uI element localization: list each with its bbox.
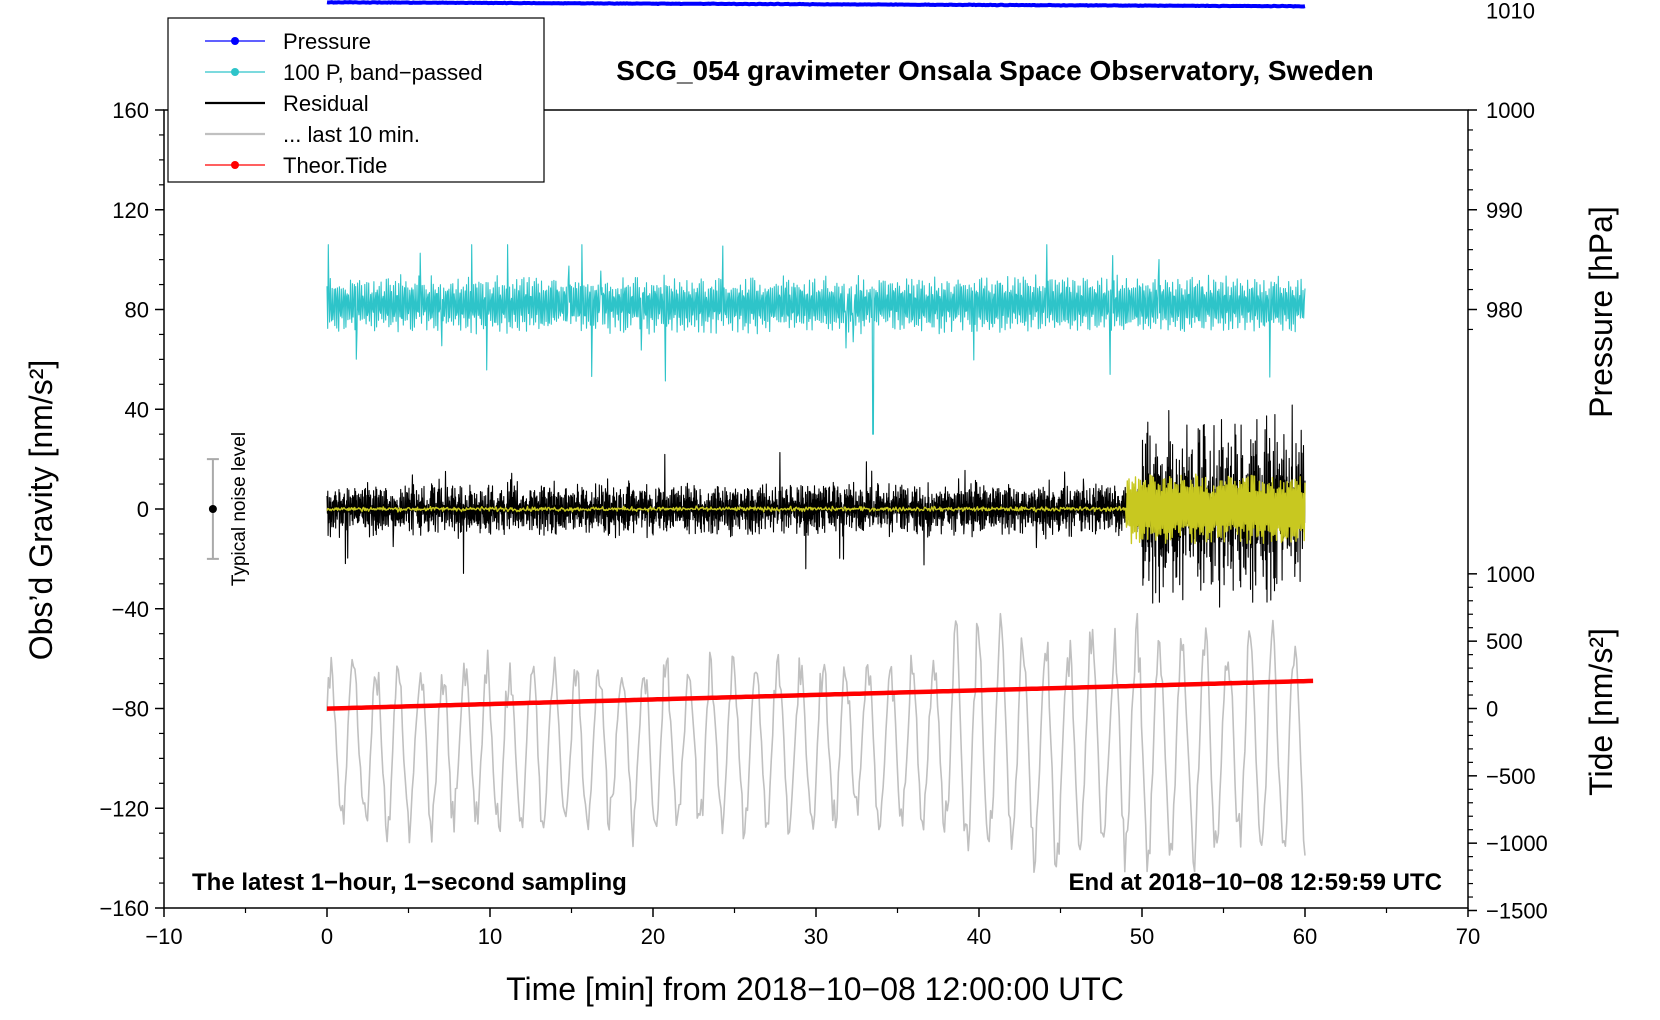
series-layer [326,0,1314,874]
x-tick-label: 70 [1456,924,1480,949]
y-tick-label: 40 [125,397,149,422]
tide-tick-label: 500 [1486,629,1523,654]
y-axis-tide: −1500 −1000 −500 0 500 1000 [1468,562,1548,923]
x-tick-label: 60 [1293,924,1317,949]
noise-bar: Typical noise level [206,432,250,586]
y-axis-gravity: −160 −120 −80 −40 0 40 80 120 160 [99,98,164,921]
end-time-note: End at 2018−10−08 12:59:59 UTC [1068,869,1442,896]
y-tick-label: −160 [99,896,149,921]
legend-marker [231,68,239,76]
y-axis-title-gravity: Obs’d Gravity [nm/s²] [23,360,59,661]
x-tick-label: 20 [641,924,665,949]
tide-tick-label: −1500 [1486,898,1548,923]
x-axis: −10 0 10 20 30 40 50 60 70 [145,908,1480,949]
legend-label: Theor.Tide [283,153,387,178]
tide-tick-label: −500 [1486,764,1536,789]
legend: Pressure 100 P, band−passed Residual ... la… [167,17,545,183]
pressure-tick-label: 1010 [1486,0,1535,23]
chart-title: SCG_054 gravimeter Onsala Space Observat… [616,55,1373,86]
y-tick-label: −40 [112,597,149,622]
y-tick-label: −80 [112,697,149,722]
tide-tick-label: −1000 [1486,831,1548,856]
legend-box [167,17,545,183]
x-tick-label: 0 [321,924,333,949]
y-axis-pressure: 9809901000101010201030 [1468,0,1535,331]
noise-bar-center [208,505,217,513]
legend-marker [231,161,239,169]
tide-line [326,678,1314,711]
x-tick-label: −10 [145,924,182,949]
legend-label: Pressure [283,29,371,54]
tide-tick-label: 0 [1486,697,1498,722]
legend-marker [231,37,239,45]
legend-label: 100 P, band−passed [283,60,483,85]
pressure-line [326,0,1306,9]
pressure-tick-label: 980 [1486,298,1523,323]
sampling-note: The latest 1−hour, 1−second sampling [192,869,627,896]
x-tick-label: 30 [804,924,828,949]
y-tick-label: −120 [99,796,149,821]
last-10min-line [326,612,1306,874]
y-axis-title-tide: Tide [nm/s²] [1583,628,1619,796]
x-axis-title: Time [min] from 2018−10−08 12:00:00 UTC [506,971,1124,1007]
y-tick-label: 80 [125,298,149,323]
residual-smoothed-line [326,473,1306,545]
y-tick-label: 120 [112,198,149,223]
y-axis-title-pressure: Pressure [hPa] [1583,206,1619,418]
x-tick-label: 40 [967,924,991,949]
pressure-tick-label: 990 [1486,198,1523,223]
tide-tick-label: 1000 [1486,562,1535,587]
y-tick-label: 160 [112,98,149,123]
x-tick-label: 10 [478,924,502,949]
y-tick-label: 0 [137,497,149,522]
band-passed-pressure-line [326,244,1306,435]
pressure-tick-label: 1000 [1486,98,1535,123]
x-tick-label: 50 [1130,924,1154,949]
legend-label: Residual [283,91,369,116]
noise-bar-label: Typical noise level [229,432,250,586]
legend-label: ... last 10 min. [283,122,420,147]
